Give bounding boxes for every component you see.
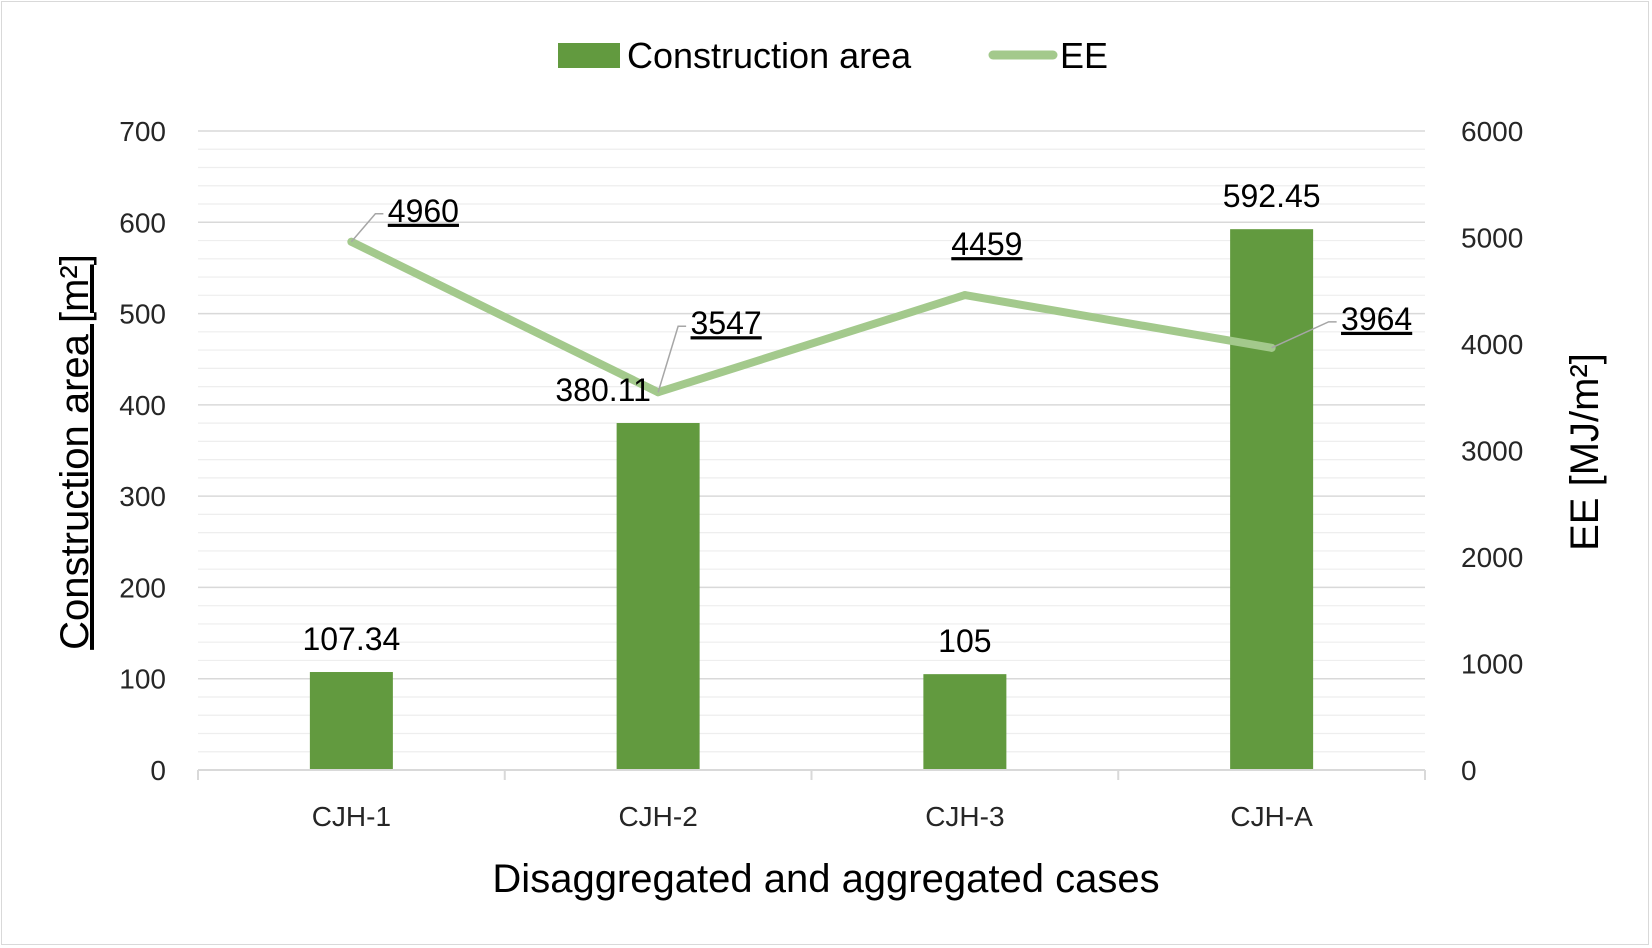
bar xyxy=(923,674,1007,770)
line-series xyxy=(347,237,1276,397)
y-tick-label-left: 300 xyxy=(119,481,166,512)
x-tick-label: CJH-2 xyxy=(618,801,697,832)
y-axis-title-left: Construction area [m²] xyxy=(53,254,97,650)
bar-data-label: 105 xyxy=(938,623,991,659)
y-tick-label-left: 400 xyxy=(119,390,166,421)
bar-data-label: 107.34 xyxy=(302,621,400,657)
label-leader-line xyxy=(657,325,687,393)
y-tick-label-right: 0 xyxy=(1461,755,1477,786)
bar xyxy=(1230,229,1314,770)
ee-line xyxy=(347,237,1276,397)
label-leader-line xyxy=(350,213,384,243)
bar-data-label: 592.45 xyxy=(1223,178,1321,214)
y-tick-label-right: 1000 xyxy=(1461,649,1523,680)
line-data-label: 4459 xyxy=(951,226,1022,262)
data-labels: 107.34 380.11 105 592.45 4960 3547 4459 3964 xyxy=(302,178,1412,659)
bar-series xyxy=(309,229,1314,770)
y-tick-label-left: 0 xyxy=(150,755,166,786)
y-tick-label-right: 3000 xyxy=(1461,436,1523,467)
y-tick-label-left: 600 xyxy=(119,207,166,238)
line-data-label: 3547 xyxy=(691,305,762,341)
label-leader-line xyxy=(1271,321,1337,349)
bar xyxy=(309,672,393,770)
y-tick-label-left: 700 xyxy=(119,116,166,147)
legend: Construction area EE xyxy=(558,35,1108,76)
x-tick-label: CJH-A xyxy=(1230,801,1313,832)
y-tick-label-left: 100 xyxy=(119,664,166,695)
y-axis-title-right: EE [MJ/m²] xyxy=(1563,353,1607,551)
y-tick-label-right: 5000 xyxy=(1461,223,1523,254)
x-tick-label: CJH-1 xyxy=(312,801,391,832)
axes: 0 100 200 300 400 500 600 700 0 1000 2000 3000 4000 5… xyxy=(119,116,1523,832)
bar-data-label: 380.11 xyxy=(555,372,651,408)
y-tick-label-right: 2000 xyxy=(1461,542,1523,573)
y-tick-label-right: 6000 xyxy=(1461,116,1523,147)
bar xyxy=(616,423,700,770)
legend-bar-label: Construction area xyxy=(627,35,912,76)
line-data-label: 3964 xyxy=(1341,301,1412,337)
y-tick-label-left: 500 xyxy=(119,299,166,330)
line-data-label: 4960 xyxy=(388,193,459,229)
x-axis-title: Disaggregated and aggregated cases xyxy=(492,857,1159,901)
y-tick-label-left: 200 xyxy=(119,572,166,603)
legend-line-label: EE xyxy=(1060,35,1108,76)
ee-point xyxy=(960,291,969,300)
y-tick-label-right: 4000 xyxy=(1461,329,1523,360)
gridlines xyxy=(198,130,1425,753)
x-tick-label: CJH-3 xyxy=(925,801,1004,832)
legend-bar-swatch xyxy=(558,43,620,68)
